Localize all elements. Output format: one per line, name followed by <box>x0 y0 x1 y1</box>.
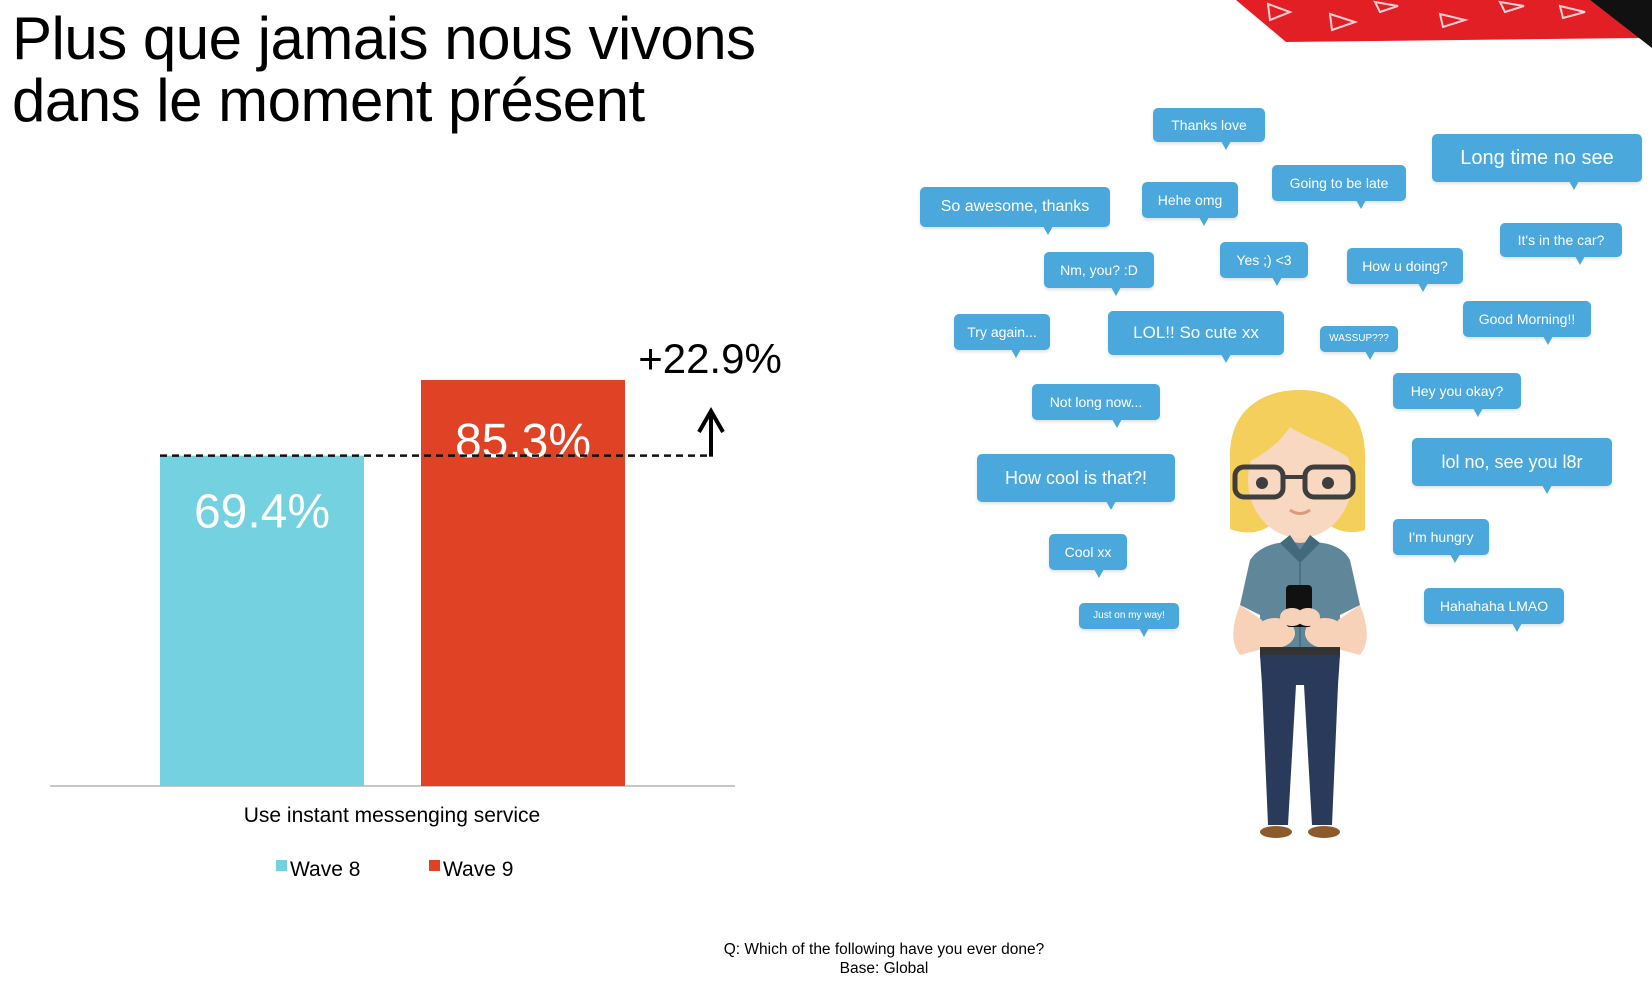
legend-label-wave-8: Wave 8 <box>290 858 360 881</box>
chat-bubble: It's in the car? <box>1500 223 1622 265</box>
page-title: Plus que jamais nous vivons dans le mome… <box>12 8 756 132</box>
chat-bubble: Hey you okay? <box>1393 373 1521 417</box>
page-title-line-1: Plus que jamais nous vivons <box>12 5 756 72</box>
change-annotation: +22.9% <box>638 335 782 382</box>
chat-bubble: Good Morning!! <box>1463 301 1591 345</box>
chat-bubble: Long time no see <box>1432 134 1642 190</box>
chat-bubble: Try again... <box>954 314 1050 358</box>
legend-swatch-wave-8 <box>276 860 287 871</box>
chat-bubble: How cool is that?! <box>977 454 1175 510</box>
footnote: Q: Which of the following have you ever … <box>0 940 1652 978</box>
bar-chart: 69.4% 85.3% +22.9% Use instant messengin… <box>50 335 782 881</box>
chat-bubble: LOL!! So cute xx <box>1108 311 1284 363</box>
bar-wave-8 <box>160 455 364 786</box>
chat-bubble: How u doing? <box>1347 248 1463 292</box>
increase-arrow-head <box>697 406 725 433</box>
legend-label-wave-9: Wave 9 <box>443 858 513 881</box>
chat-bubble: Not long now... <box>1032 384 1160 428</box>
category-label: Use instant messenging service <box>244 804 540 827</box>
footnote-base: Base: Global <box>839 960 929 977</box>
bar-wave-9 <box>421 379 625 786</box>
data-label-wave-8: 69.4% <box>194 486 330 539</box>
chat-bubble: Going to be late <box>1272 165 1406 209</box>
page-title-line-2: dans le moment présent <box>12 67 645 134</box>
chat-bubble: Cool xx <box>1049 534 1127 578</box>
chat-bubble: Just on my way! <box>1079 603 1179 637</box>
chat-bubble: I'm hungry <box>1393 519 1489 563</box>
chat-bubble: Yes ;) <3 <box>1220 242 1308 286</box>
chat-bubble: Nm, you? :D <box>1044 252 1154 296</box>
legend-swatch-wave-9 <box>429 860 440 871</box>
chat-bubble: WASSUP??? <box>1320 326 1398 360</box>
chat-bubble: Hahahaha LMAO <box>1424 588 1564 632</box>
chat-bubble: lol no, see you l8r <box>1412 438 1612 494</box>
chat-bubble: So awesome, thanks <box>920 187 1110 235</box>
girl-with-phone-illustration <box>1229 390 1367 838</box>
chat-bubble: Hehe omg <box>1142 182 1238 226</box>
footnote-question: Q: Which of the following have you ever … <box>723 941 1045 958</box>
chat-bubble: Thanks love <box>1153 108 1265 150</box>
data-label-wave-9: 85.3% <box>455 415 591 468</box>
corner-decoration <box>1236 0 1652 48</box>
